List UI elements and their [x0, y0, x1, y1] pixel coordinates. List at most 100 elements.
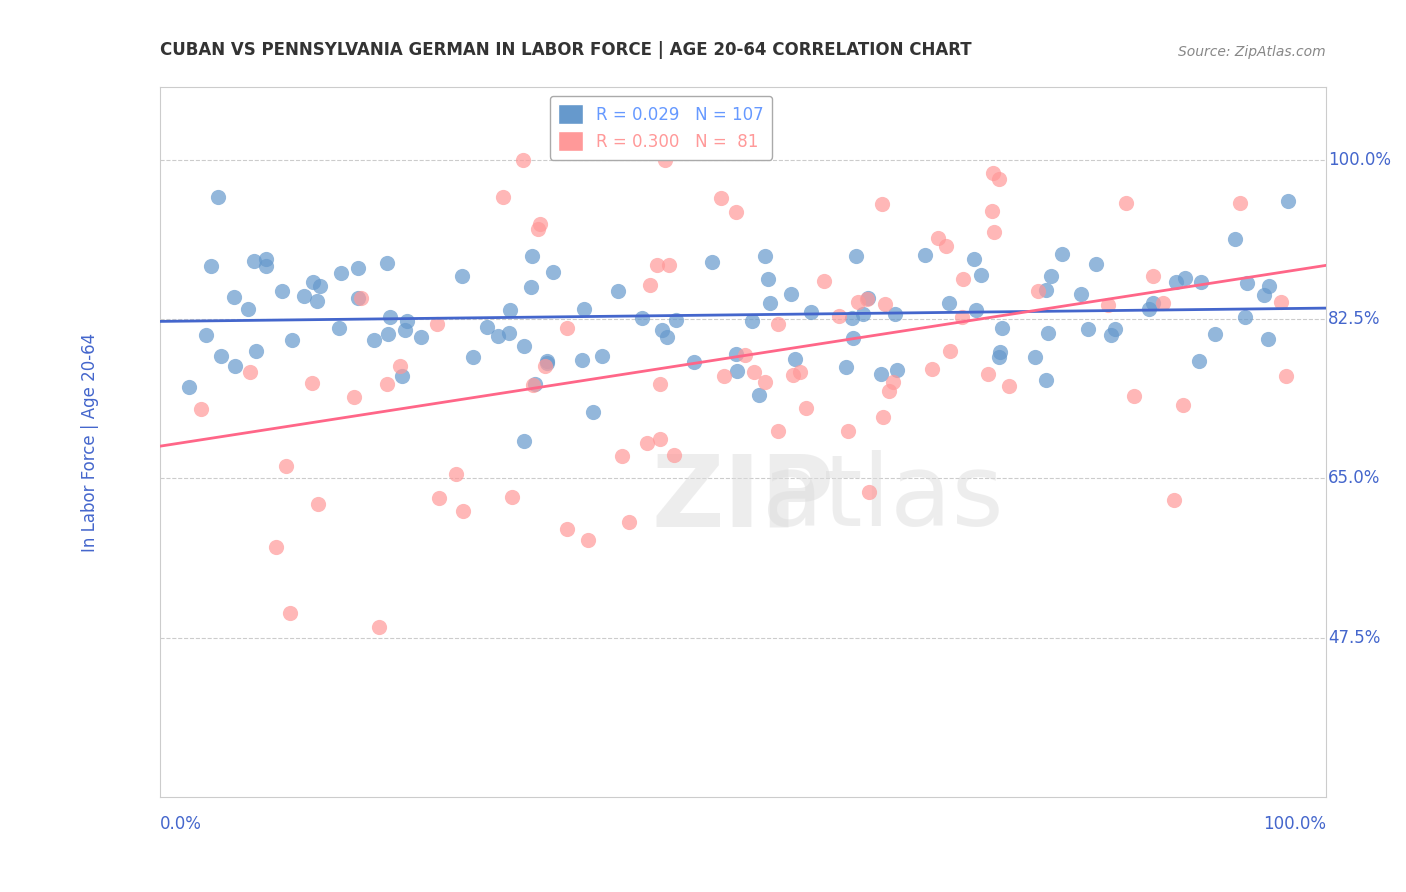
Text: 100.0%: 100.0%: [1263, 815, 1326, 833]
Text: ZIP: ZIP: [651, 450, 834, 548]
Point: [451, 268, 474, 283]
Point: [195, 328, 218, 343]
Point: [654, 153, 676, 167]
Point: [927, 231, 949, 245]
Point: [368, 620, 391, 634]
Point: [980, 204, 1002, 219]
Point: [522, 377, 544, 392]
Point: [513, 339, 536, 353]
Point: [343, 390, 366, 404]
Point: [498, 326, 520, 340]
Point: [977, 368, 1000, 382]
Point: [427, 491, 450, 505]
Point: [486, 329, 509, 343]
Point: [1084, 256, 1107, 270]
Point: [1077, 322, 1099, 336]
Point: [179, 380, 201, 394]
Point: [754, 375, 776, 389]
Point: [724, 347, 747, 361]
Point: [1137, 302, 1160, 317]
Point: [1142, 268, 1164, 283]
Point: [682, 355, 704, 369]
Point: [274, 459, 297, 474]
Point: [938, 295, 960, 310]
Point: [328, 321, 350, 335]
Point: [501, 490, 523, 504]
Point: [190, 401, 212, 416]
Point: [350, 291, 373, 305]
Point: [963, 252, 986, 266]
Point: [492, 190, 515, 204]
Text: 100.0%: 100.0%: [1329, 151, 1391, 169]
Point: [950, 310, 973, 324]
Point: [1257, 332, 1279, 346]
Point: [1152, 295, 1174, 310]
Point: [245, 343, 267, 358]
Point: [921, 362, 943, 376]
Point: [662, 449, 685, 463]
Point: [852, 307, 875, 321]
Point: [631, 310, 654, 325]
Point: [377, 326, 399, 341]
Point: [533, 359, 555, 373]
Point: [1236, 277, 1258, 291]
Point: [1174, 270, 1197, 285]
Point: [869, 367, 891, 381]
Point: [1035, 283, 1057, 297]
Point: [938, 344, 960, 359]
Point: [935, 238, 957, 252]
Point: [1050, 247, 1073, 261]
Point: [555, 522, 578, 536]
Point: [301, 376, 323, 390]
Point: [1039, 268, 1062, 283]
Point: [650, 433, 672, 447]
Point: [638, 278, 661, 293]
Point: [426, 318, 449, 332]
Point: [800, 305, 823, 319]
Point: [444, 467, 467, 481]
Point: [882, 375, 904, 389]
Point: [1171, 398, 1194, 412]
Point: [512, 153, 534, 167]
Point: [591, 349, 613, 363]
Text: atlas: atlas: [762, 450, 1004, 548]
Point: [375, 255, 398, 269]
Point: [828, 309, 851, 323]
Point: [278, 607, 301, 621]
Point: [952, 272, 974, 286]
Point: [794, 401, 817, 416]
Point: [879, 384, 901, 398]
Point: [981, 165, 1004, 179]
Point: [576, 533, 599, 547]
Point: [520, 249, 543, 263]
Point: [346, 291, 368, 305]
Point: [1189, 275, 1212, 289]
Point: [1234, 310, 1257, 324]
Point: [872, 410, 894, 425]
Point: [1024, 351, 1046, 365]
Point: [1097, 298, 1119, 312]
Point: [292, 289, 315, 303]
Point: [520, 279, 543, 293]
Point: [1270, 294, 1292, 309]
Point: [512, 434, 534, 448]
Point: [243, 253, 266, 268]
Point: [475, 320, 498, 334]
Point: [789, 365, 811, 379]
Point: [1188, 354, 1211, 368]
Point: [389, 359, 412, 373]
Point: [307, 497, 329, 511]
Point: [375, 377, 398, 392]
Point: [543, 265, 565, 279]
Point: [1115, 195, 1137, 210]
Point: [766, 425, 789, 439]
Point: [983, 225, 1005, 239]
Point: [409, 330, 432, 344]
Point: [363, 333, 385, 347]
Point: [841, 311, 863, 326]
Point: [461, 350, 484, 364]
Point: [856, 293, 879, 307]
Point: [222, 290, 245, 304]
Point: [207, 190, 229, 204]
Point: [1163, 492, 1185, 507]
